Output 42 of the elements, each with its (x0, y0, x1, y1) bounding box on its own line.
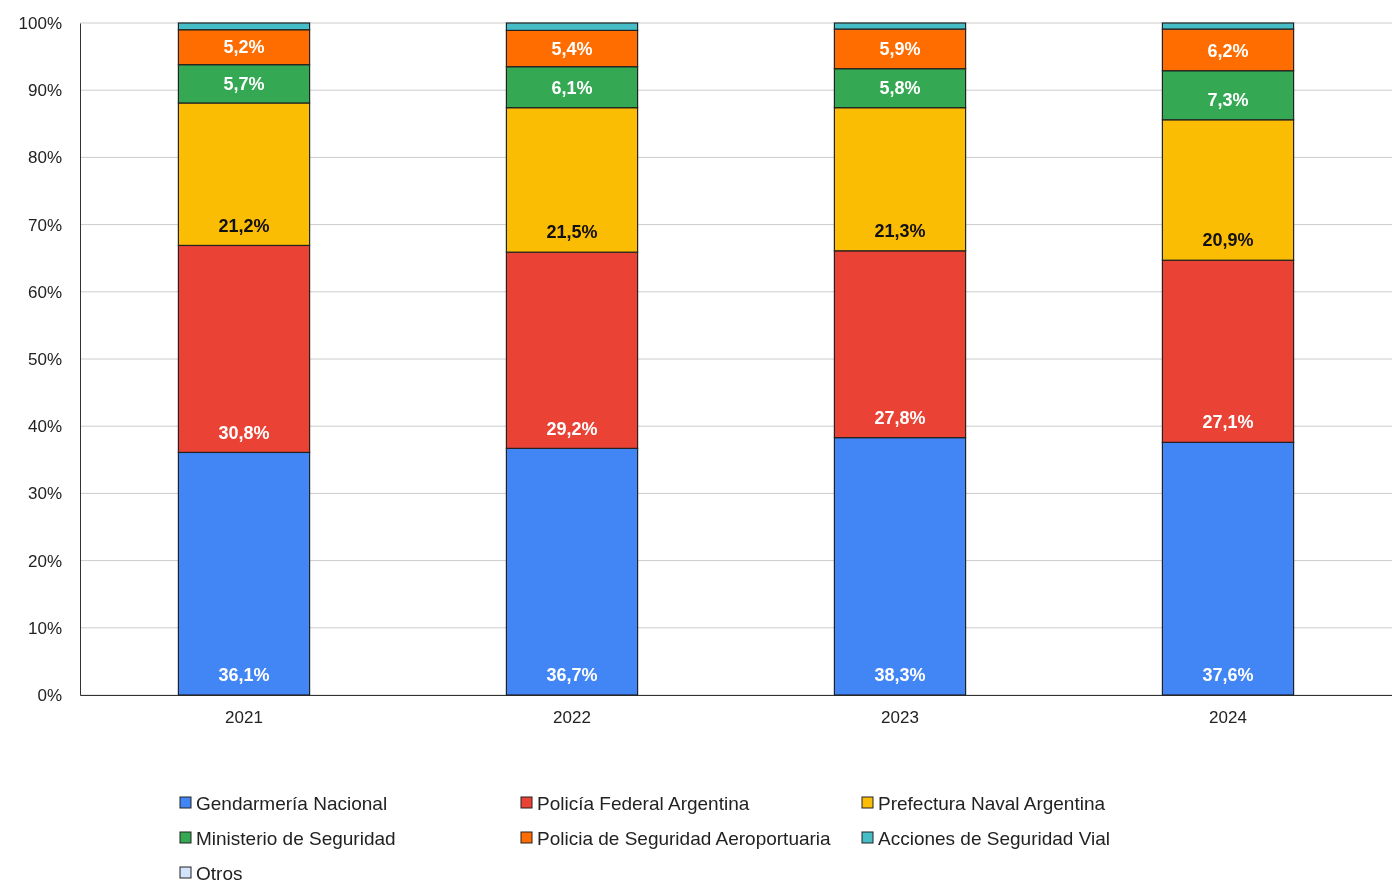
data-label: 5,7% (223, 74, 265, 95)
x-tick-label: 2021 (225, 708, 263, 728)
data-label: 36,7% (546, 665, 598, 686)
x-tick-label: 2024 (1209, 708, 1247, 728)
data-label: 5,8% (879, 78, 921, 99)
legend-label: Otros (196, 862, 243, 883)
y-tick-label: 40% (27, 417, 62, 437)
legend-label: Policia de Seguridad Aeroportuaria (537, 827, 832, 849)
y-tick-label: 100% (18, 13, 62, 33)
data-label: 6,1% (551, 77, 593, 98)
legend-label: Acciones de Seguridad Vial (878, 827, 1111, 849)
data-label: 5,2% (223, 37, 265, 58)
data-label: 37,6% (1202, 665, 1254, 686)
data-label: 27,8% (874, 407, 926, 428)
y-tick-label: 10% (27, 618, 62, 638)
data-label: 21,5% (546, 222, 598, 243)
y-tick-label: 0% (37, 685, 62, 705)
y-tick-label: 30% (27, 484, 62, 504)
y-tick-label: 20% (27, 551, 62, 571)
data-label: 7,3% (1207, 89, 1249, 110)
legend-label: Prefectura Naval Argentina (878, 792, 1106, 814)
x-tick-label: 2022 (553, 708, 591, 728)
y-tick-label: 80% (27, 148, 62, 168)
data-label: 30,8% (218, 422, 270, 443)
data-label: 21,2% (218, 215, 270, 236)
data-label: 20,9% (1202, 230, 1254, 251)
y-tick-label: 90% (27, 81, 62, 101)
data-label: 5,4% (551, 38, 593, 59)
y-tick-label: 60% (27, 282, 62, 302)
data-label: 6,2% (1207, 40, 1249, 61)
y-tick-label: 50% (27, 349, 62, 369)
data-label: 36,1% (218, 665, 270, 686)
legend-label: Ministerio de Seguridad (196, 827, 396, 849)
data-label: 38,3% (874, 665, 926, 686)
data-label: 27,1% (1202, 412, 1254, 433)
y-tick-label: 70% (27, 215, 62, 235)
x-tick-label: 2023 (881, 708, 919, 728)
legend-label: Gendarmería Nacional (196, 792, 388, 814)
data-label: 5,9% (879, 39, 921, 60)
legend-label: Policía Federal Argentina (537, 792, 750, 814)
data-label: 21,3% (874, 220, 926, 241)
data-label: 29,2% (546, 418, 598, 439)
